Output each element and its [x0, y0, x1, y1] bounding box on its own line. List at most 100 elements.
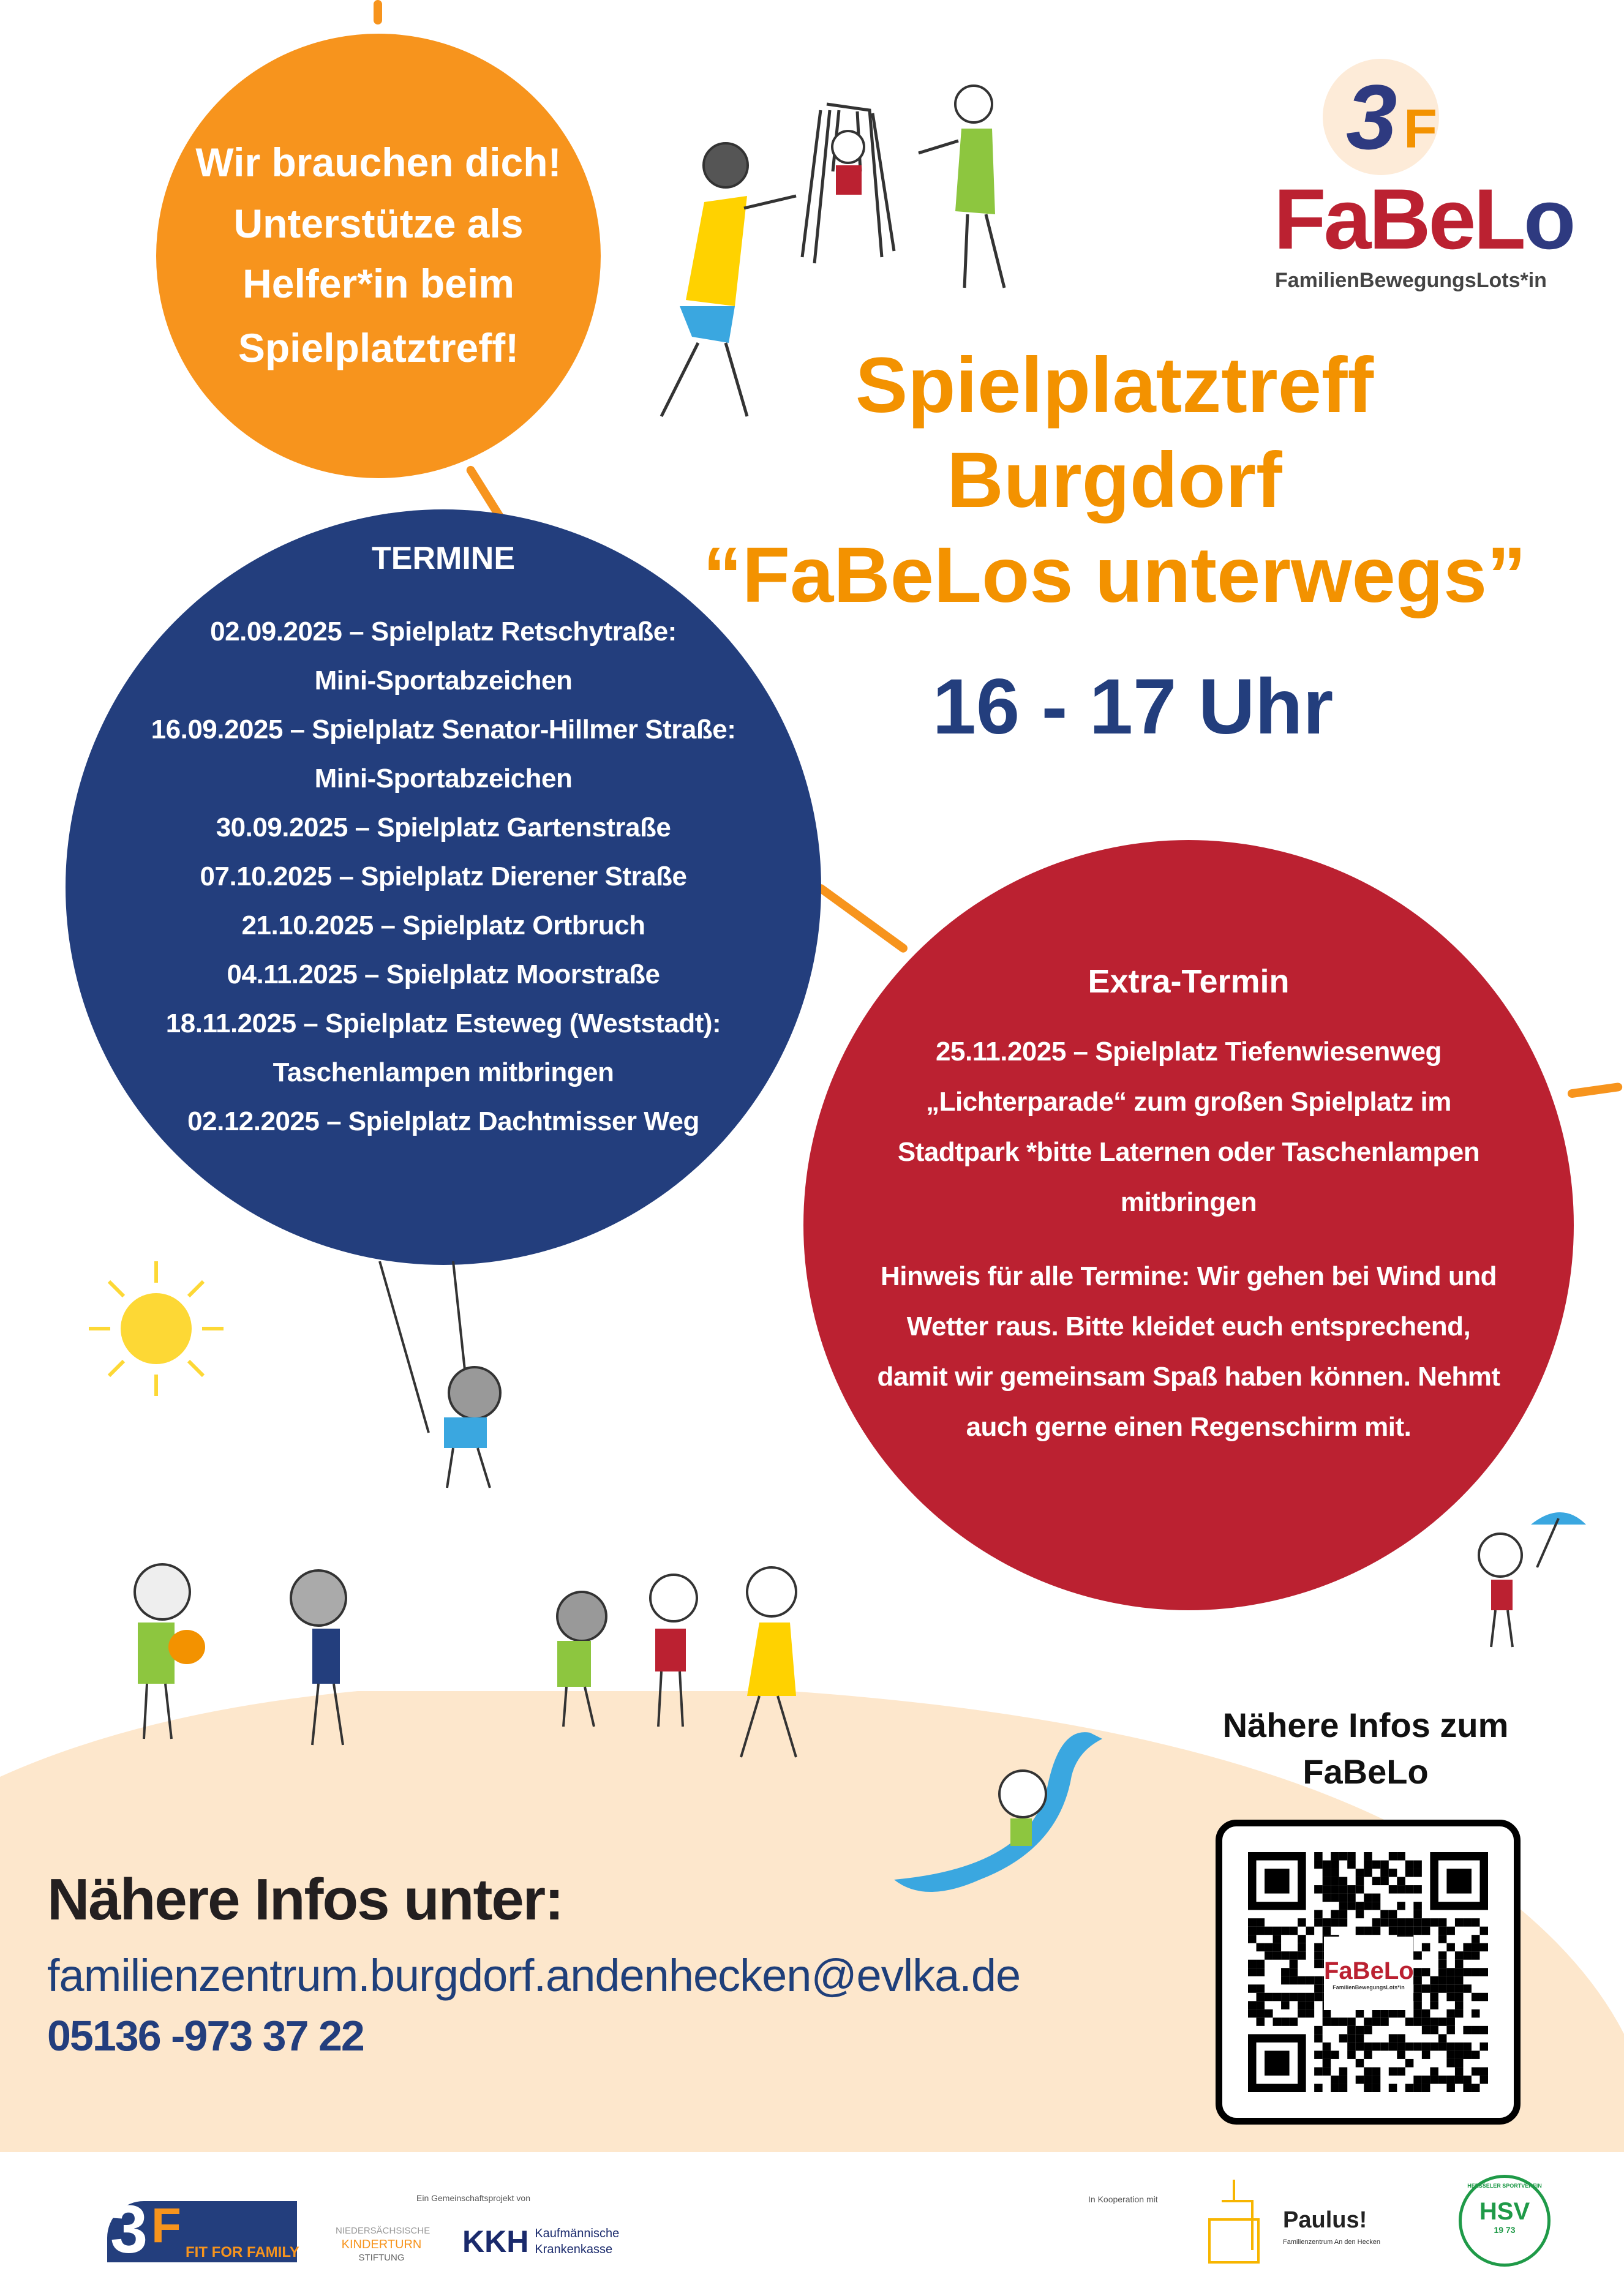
qr-module: [1347, 1885, 1356, 1894]
qr-module: [1314, 1984, 1323, 1993]
qr-module: [1438, 1926, 1447, 1935]
qr-module: [1355, 2025, 1364, 2035]
qr-module: [1256, 1968, 1265, 1976]
qr-module: [1248, 1918, 1257, 1927]
qr-module: [1413, 1968, 1422, 1976]
qr-module: [1430, 2042, 1438, 2051]
qr-module: [1454, 2050, 1464, 2059]
qr-module: [1322, 2050, 1331, 2059]
qr-module: [1364, 2017, 1372, 2026]
logo-wordmark: FaBeLo: [1274, 176, 1576, 262]
qr-module: [1339, 1852, 1348, 1861]
qr-module: [1471, 1935, 1480, 1943]
child-with-ball-icon: [133, 1563, 205, 1739]
qr-module: [1364, 2084, 1372, 2092]
qr-module: [1397, 2042, 1405, 2051]
qr-module: [1446, 2084, 1455, 2092]
qr-module: [1463, 2084, 1472, 2092]
extra-line: Stadtpark *bitte Laternen oder Taschenla…: [897, 1137, 1480, 1167]
qr-module: [1355, 1926, 1364, 1935]
qr-module: [1289, 1976, 1298, 1985]
termine-item: Mini-Sportabzeichen: [314, 763, 573, 793]
qr-module: [1314, 2084, 1323, 2092]
qr-module: [1347, 2034, 1356, 2043]
qr-module: [1438, 1935, 1447, 1943]
qr-module: [1281, 1926, 1290, 1935]
qr-module: [1397, 2009, 1405, 2018]
child-yellow-dress-icon: [740, 1566, 797, 1758]
qr-module: [1339, 1893, 1348, 1902]
termine-item: 04.11.2025 – Spielplatz Moorstraße: [227, 959, 660, 989]
connector-line: [1567, 1082, 1623, 1098]
qr-module: [1380, 1910, 1389, 1919]
qr-module: [1372, 2075, 1381, 2084]
fit-for-family-logo: 3 F FIT FOR FAMILY: [107, 2183, 299, 2265]
qr-module: [1364, 1926, 1372, 1935]
qr-module: [1454, 1959, 1464, 1968]
qr-module: [1265, 1943, 1273, 1952]
paulus-name: Paulus!: [1283, 2207, 1367, 2233]
qr-module: [1413, 1869, 1422, 1877]
qr-module: [1413, 2009, 1422, 2018]
qr-module: [1289, 1968, 1298, 1976]
qr-module: [1355, 2009, 1364, 2018]
qr-module: [1298, 1918, 1306, 1927]
qr-module: [1256, 1984, 1265, 1993]
qr-module: [1380, 1877, 1389, 1886]
qr-module: [1331, 1885, 1339, 1894]
qr-module: [1454, 2001, 1464, 2009]
qr-module: [1347, 1852, 1356, 1861]
qr-code-frame[interactable]: FaBeLo FamilienBewegungsLots*in: [1216, 1820, 1521, 2125]
qr-module: [1372, 2017, 1381, 2026]
qr-module: [1339, 1910, 1348, 1919]
qr-module: [1388, 2034, 1397, 2043]
qr-module: [1256, 2017, 1265, 2026]
termine-heading: TERMINE: [372, 541, 515, 576]
qr-module: [1314, 2067, 1323, 2076]
qr-module: [1446, 1984, 1455, 1993]
qr-module: [1413, 1885, 1422, 1894]
qr-module: [1413, 2017, 1422, 2026]
qr-code[interactable]: [1248, 1852, 1488, 2092]
paulus-church-icon: [1208, 2180, 1260, 2264]
qr-module: [1256, 1992, 1265, 2001]
qr-module: [1388, 1852, 1397, 1861]
qr-module: [1281, 1951, 1290, 1960]
qr-module: [1298, 1992, 1306, 2001]
termine-item: 07.10.2025 – Spielplatz Dierener Straße: [200, 861, 687, 891]
qr-module: [1265, 2009, 1273, 2018]
qr-module: [1347, 1860, 1356, 1869]
qr-module: [1372, 2009, 1381, 2018]
qr-module: [1397, 2034, 1405, 2043]
qr-module: [1421, 1926, 1430, 1935]
qr-module: [1446, 1943, 1455, 1952]
qr-caption-line: FaBeLo: [1303, 1752, 1429, 1791]
qr-module: [1463, 2050, 1472, 2059]
qr-center-logo: FaBeLo FamilienBewegungsLots*in: [1324, 1937, 1414, 2010]
qr-module: [1454, 1992, 1464, 2001]
qr-module: [1355, 1885, 1364, 1894]
logo-badge: [1323, 59, 1439, 175]
connector-line: [374, 0, 382, 24]
qr-module: [1364, 2050, 1372, 2059]
qr-module: [1471, 2025, 1480, 2035]
qr-module: [1380, 2009, 1389, 2018]
qr-module: [1248, 1959, 1257, 1968]
contact-phone: 05136 -973 37 22: [47, 2012, 365, 2060]
qr-module: [1454, 2067, 1464, 2076]
qr-module: [1248, 1984, 1257, 1993]
qr-module: [1248, 2001, 1257, 2009]
qr-module: [1454, 2042, 1464, 2051]
child-red-bow-icon: [649, 1574, 698, 1727]
contact-email[interactable]: familienzentrum.burgdorf.andenhecken@evl…: [47, 1950, 1021, 2001]
qr-module: [1446, 1992, 1455, 2001]
qr-module: [1430, 2017, 1438, 2026]
qr-module: [1256, 2009, 1265, 2018]
qr-module: [1339, 2017, 1348, 2026]
qr-module: [1454, 2058, 1464, 2068]
qr-module: [1413, 2075, 1422, 2084]
qr-logo-text: FaBeLo: [1324, 1957, 1414, 1984]
qr-module: [1339, 2075, 1348, 2084]
qr-module: [1446, 2025, 1455, 2035]
qr-module: [1372, 1893, 1381, 1902]
